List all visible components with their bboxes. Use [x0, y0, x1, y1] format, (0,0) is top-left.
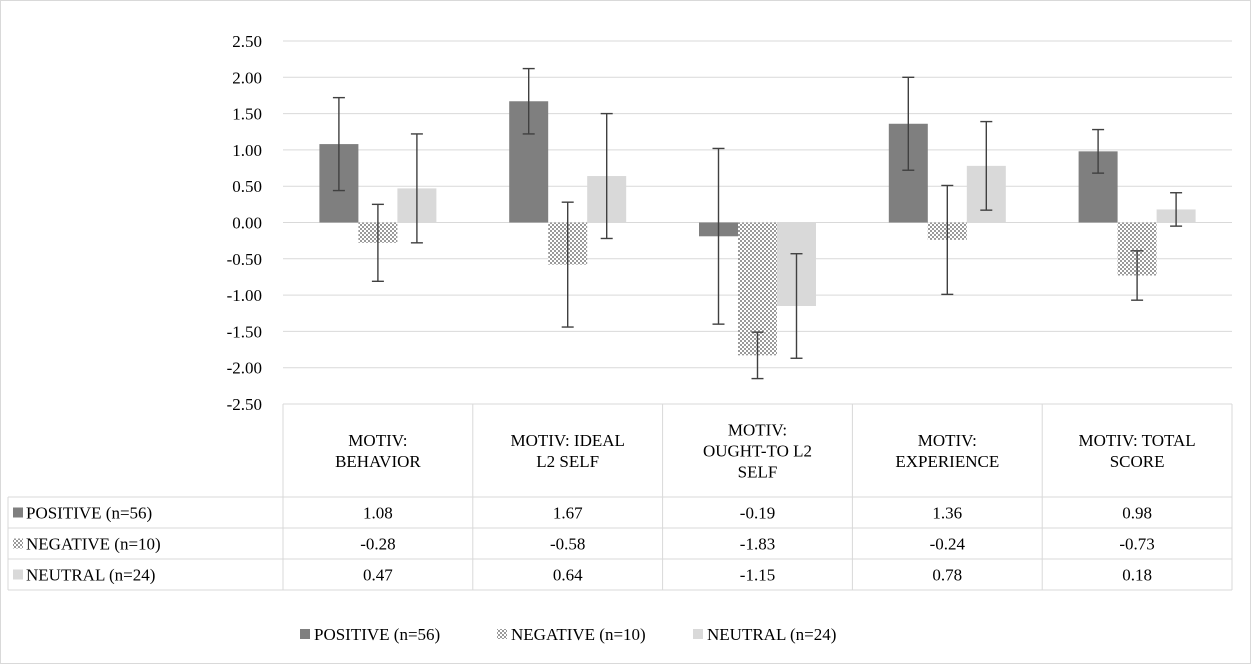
category-label: MOTIV: EXPERIENCE: [895, 431, 999, 471]
data-label: -1.15: [740, 566, 775, 585]
data-label: -1.83: [740, 535, 775, 554]
row-legend-key: [13, 507, 23, 518]
data-label: -0.28: [360, 535, 395, 554]
data-label: 0.47: [363, 566, 393, 585]
data-label: -0.58: [550, 535, 585, 554]
data-label: 0.64: [553, 566, 583, 585]
category-label: MOTIV: TOTAL SCORE: [1079, 431, 1196, 471]
y-tick-label: -0.50: [227, 250, 262, 269]
y-tick-label: 2.50: [232, 32, 262, 51]
category-label: MOTIV: OUGHT-TO L2 SELF: [703, 421, 812, 482]
row-series-label: POSITIVE (n=56): [26, 504, 152, 523]
y-tick-label: 1.00: [232, 141, 262, 160]
category-label: MOTIV: IDEAL L2 SELF: [510, 431, 624, 471]
data-label: 0.18: [1122, 566, 1152, 585]
y-tick-label: -2.00: [227, 359, 262, 378]
row-legend-key: [13, 538, 23, 549]
y-tick-label: -1.00: [227, 286, 262, 305]
row-legend-key: [13, 569, 23, 580]
y-tick-label: 2.00: [232, 68, 262, 87]
data-label: -0.24: [930, 535, 966, 554]
row-series-label: NEGATIVE (n=10): [26, 535, 161, 554]
data-label: 0.78: [932, 566, 962, 585]
data-label: 1.67: [553, 504, 583, 523]
y-tick-label: 0.00: [232, 214, 262, 233]
y-tick-label: 0.50: [232, 177, 262, 196]
row-series-label: NEUTRAL (n=24): [26, 566, 155, 585]
legend-label: NEGATIVE (n=10): [511, 625, 646, 644]
y-tick-label: 1.50: [232, 105, 262, 124]
legend-key: [693, 629, 703, 639]
data-label: -0.73: [1119, 535, 1154, 554]
y-tick-label: -1.50: [227, 322, 262, 341]
data-label: 1.36: [932, 504, 962, 523]
data-label: -0.19: [740, 504, 775, 523]
legend-key: [300, 629, 310, 639]
legend-label: NEUTRAL (n=24): [707, 625, 836, 644]
y-tick-label: -2.50: [227, 395, 262, 414]
category-label: MOTIV: BEHAVIOR: [335, 431, 421, 471]
data-label: 1.08: [363, 504, 393, 523]
legend-label: POSITIVE (n=56): [314, 625, 440, 644]
legend-key: [497, 629, 507, 639]
data-label: 0.98: [1122, 504, 1152, 523]
